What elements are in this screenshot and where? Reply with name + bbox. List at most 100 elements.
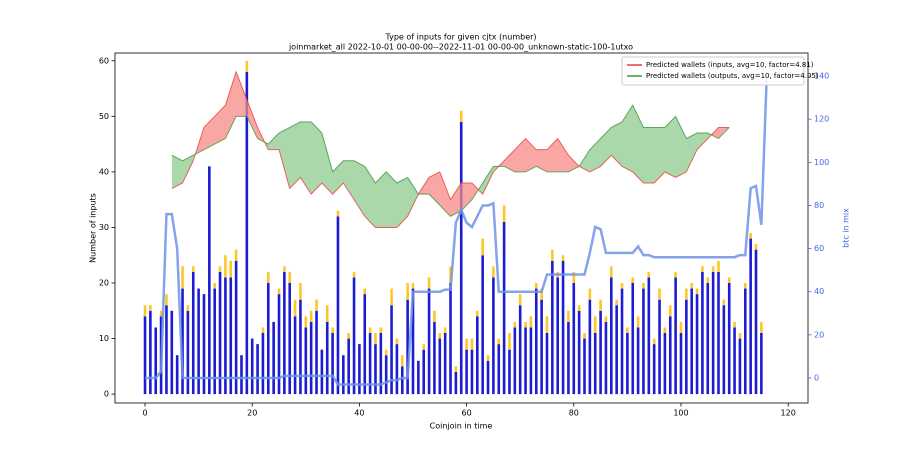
bar <box>465 338 468 350</box>
bar <box>261 333 265 395</box>
chart-subtitle: joinmarket_all 2022-10-01 00-00-00--2022… <box>288 43 633 52</box>
bar <box>245 60 249 72</box>
bar <box>266 271 270 283</box>
bar <box>181 266 184 289</box>
bar <box>481 255 484 395</box>
y2-tick-label: 20 <box>814 330 824 339</box>
bar <box>347 333 350 339</box>
bar <box>577 310 581 395</box>
bar <box>588 299 592 395</box>
bar <box>540 299 543 395</box>
bar <box>743 283 747 289</box>
y-tick-label: 60 <box>99 56 109 65</box>
bar <box>754 244 758 250</box>
bar <box>266 283 270 395</box>
bar <box>518 294 522 306</box>
bar <box>599 299 602 311</box>
bar <box>583 338 586 395</box>
bar <box>529 327 533 395</box>
bar <box>443 327 447 333</box>
bar <box>706 283 710 395</box>
bar <box>299 283 302 300</box>
bar <box>711 271 715 395</box>
bar <box>406 299 409 395</box>
bar <box>636 327 640 395</box>
bar <box>701 266 704 272</box>
x-axis-label: Coinjoin in time <box>430 422 493 431</box>
bar <box>165 305 168 395</box>
bar <box>674 277 677 395</box>
bar <box>336 216 340 395</box>
bar <box>722 305 726 395</box>
bar <box>186 310 190 395</box>
bar <box>524 321 527 328</box>
bar <box>325 321 329 395</box>
x-tick-label: 40 <box>354 409 364 418</box>
bar <box>309 321 313 395</box>
bar <box>433 321 436 395</box>
bar <box>202 294 206 395</box>
bar <box>556 277 560 395</box>
bar <box>647 277 651 395</box>
bar <box>674 271 677 278</box>
bar <box>272 321 275 395</box>
bar <box>197 288 200 395</box>
bar <box>411 283 415 289</box>
bar <box>760 333 763 395</box>
bar <box>551 249 554 261</box>
bar <box>331 327 334 333</box>
bar <box>722 299 726 306</box>
bar <box>417 360 420 395</box>
bar <box>374 344 377 395</box>
bar <box>288 271 292 283</box>
bar <box>727 277 731 283</box>
bar <box>315 299 318 311</box>
x-tick-label: 120 <box>781 409 796 418</box>
bar <box>593 316 597 333</box>
bar <box>309 310 313 322</box>
bar <box>470 338 474 350</box>
bar <box>234 249 238 261</box>
bar <box>218 266 222 272</box>
bar <box>422 349 426 395</box>
y-tick-label: 40 <box>99 167 109 176</box>
bar <box>331 333 334 395</box>
bar <box>454 371 458 395</box>
bar <box>299 299 302 395</box>
bar <box>733 327 736 395</box>
bar <box>256 344 259 395</box>
bar <box>154 327 158 395</box>
bar <box>390 305 393 395</box>
bar <box>288 283 292 395</box>
bar <box>454 366 458 372</box>
bar <box>615 305 618 395</box>
bar <box>706 277 710 283</box>
bar <box>749 238 752 395</box>
x-tick-label: 80 <box>569 409 579 418</box>
bar <box>508 333 511 350</box>
bar <box>304 327 308 395</box>
bar <box>695 288 699 295</box>
bar <box>315 310 318 395</box>
bar <box>663 333 667 395</box>
bar <box>283 271 286 395</box>
legend-box <box>621 56 805 86</box>
bar <box>352 271 356 278</box>
y2-tick-label: 40 <box>814 287 824 296</box>
x-tick-label: 0 <box>142 409 147 418</box>
bar <box>534 283 538 289</box>
bar <box>513 321 517 328</box>
bar <box>368 327 372 333</box>
bar <box>422 344 426 350</box>
bar <box>626 333 629 395</box>
bar <box>433 310 436 322</box>
bar <box>524 327 527 395</box>
bar <box>652 344 656 395</box>
bar <box>701 271 704 395</box>
bar <box>615 299 618 306</box>
bar <box>427 288 431 395</box>
bar <box>224 255 227 278</box>
bar <box>572 283 576 395</box>
bar <box>540 288 543 300</box>
